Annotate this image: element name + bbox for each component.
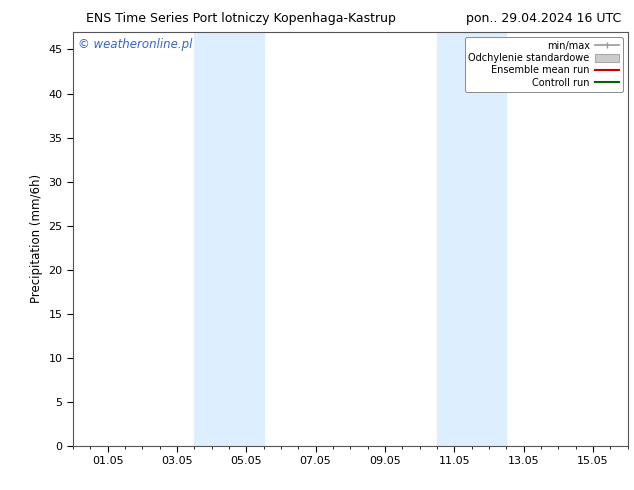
Bar bbox=[194, 32, 264, 446]
Text: ENS Time Series Port lotniczy Kopenhaga-Kastrup: ENS Time Series Port lotniczy Kopenhaga-… bbox=[86, 12, 396, 25]
Text: © weatheronline.pl: © weatheronline.pl bbox=[79, 38, 193, 51]
Y-axis label: Precipitation (mm/6h): Precipitation (mm/6h) bbox=[30, 174, 43, 303]
Text: pon.. 29.04.2024 16 UTC: pon.. 29.04.2024 16 UTC bbox=[466, 12, 621, 25]
Bar bbox=[437, 32, 507, 446]
Legend: min/max, Odchylenie standardowe, Ensemble mean run, Controll run: min/max, Odchylenie standardowe, Ensembl… bbox=[465, 37, 623, 92]
